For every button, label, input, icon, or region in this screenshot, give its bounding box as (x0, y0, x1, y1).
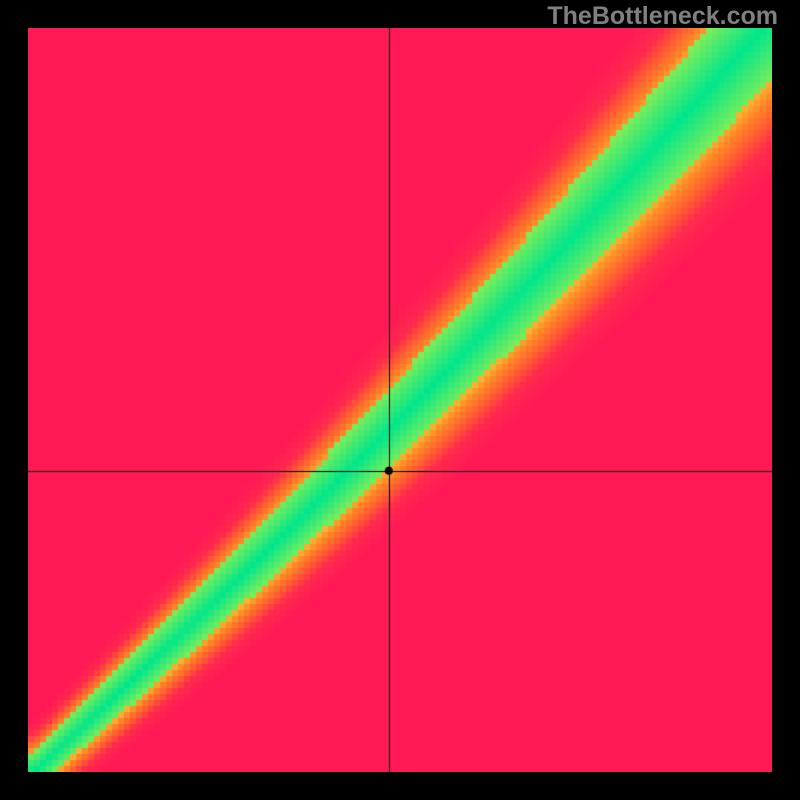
chart-frame: TheBottleneck.com (0, 0, 800, 800)
watermark-label: TheBottleneck.com (547, 2, 778, 31)
bottleneck-heatmap (28, 28, 772, 772)
